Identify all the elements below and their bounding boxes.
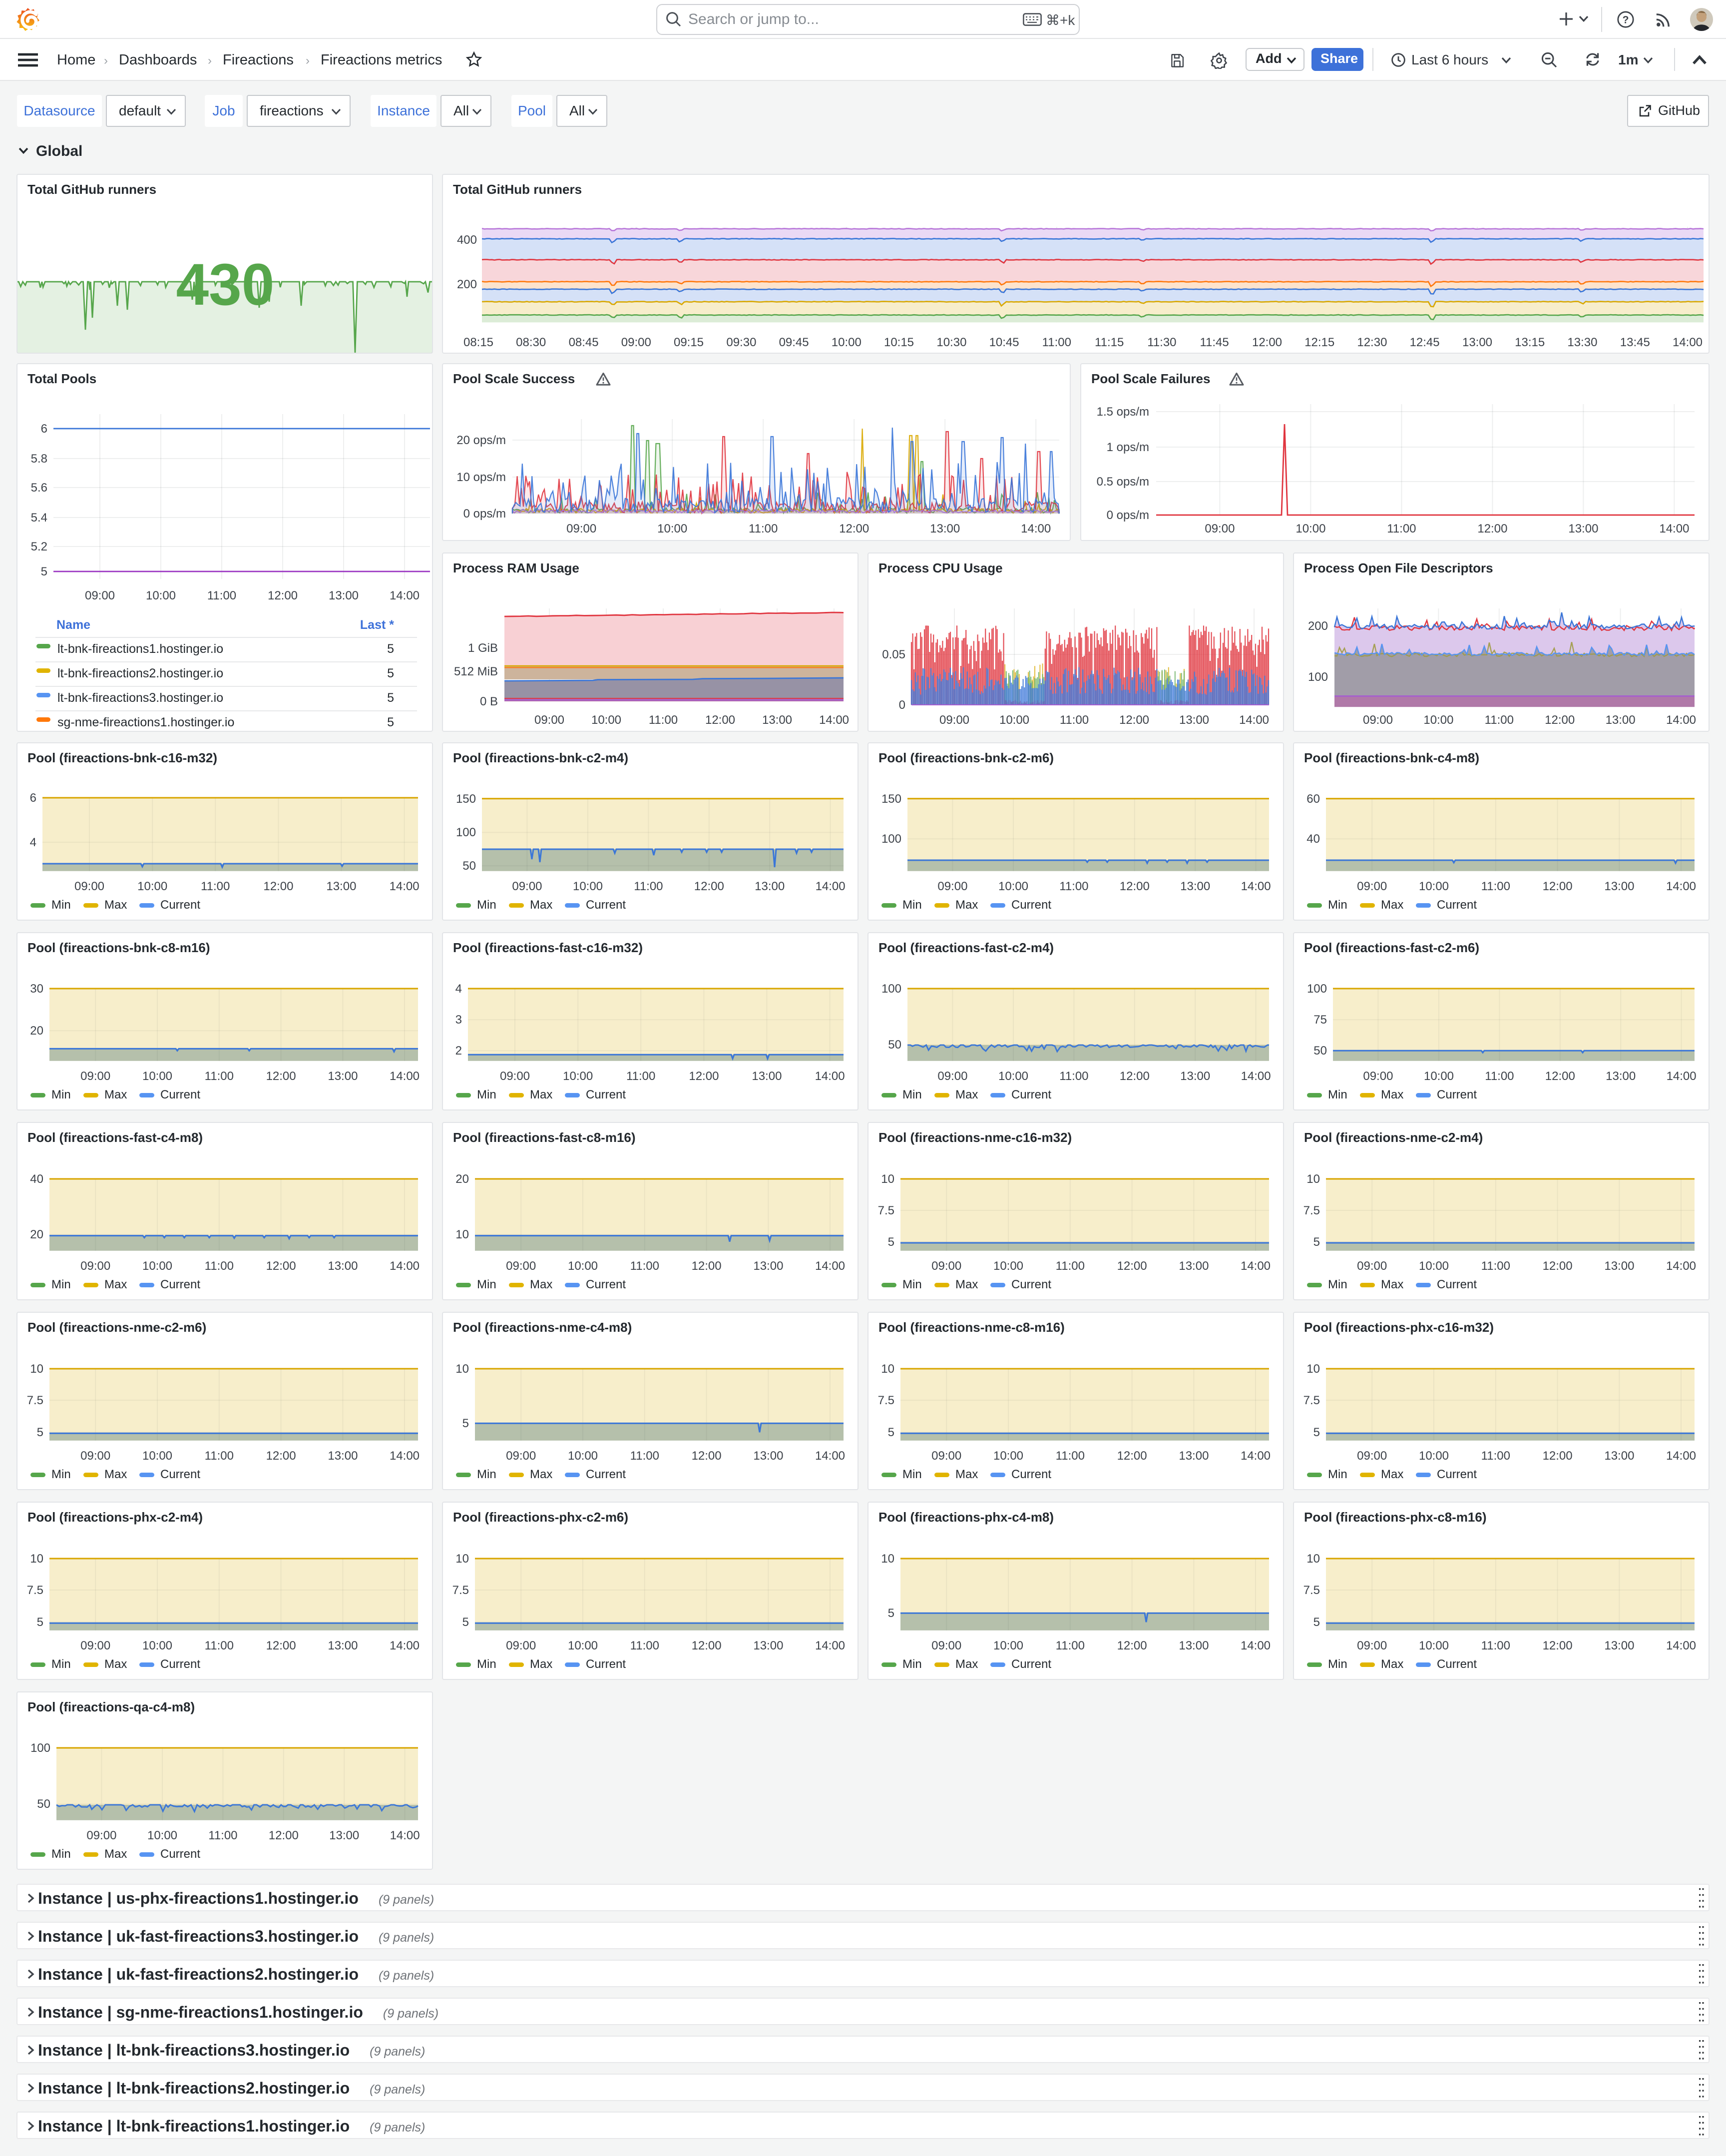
svg-text:430: 430: [176, 252, 275, 318]
svg-text:?: ?: [1623, 14, 1629, 25]
